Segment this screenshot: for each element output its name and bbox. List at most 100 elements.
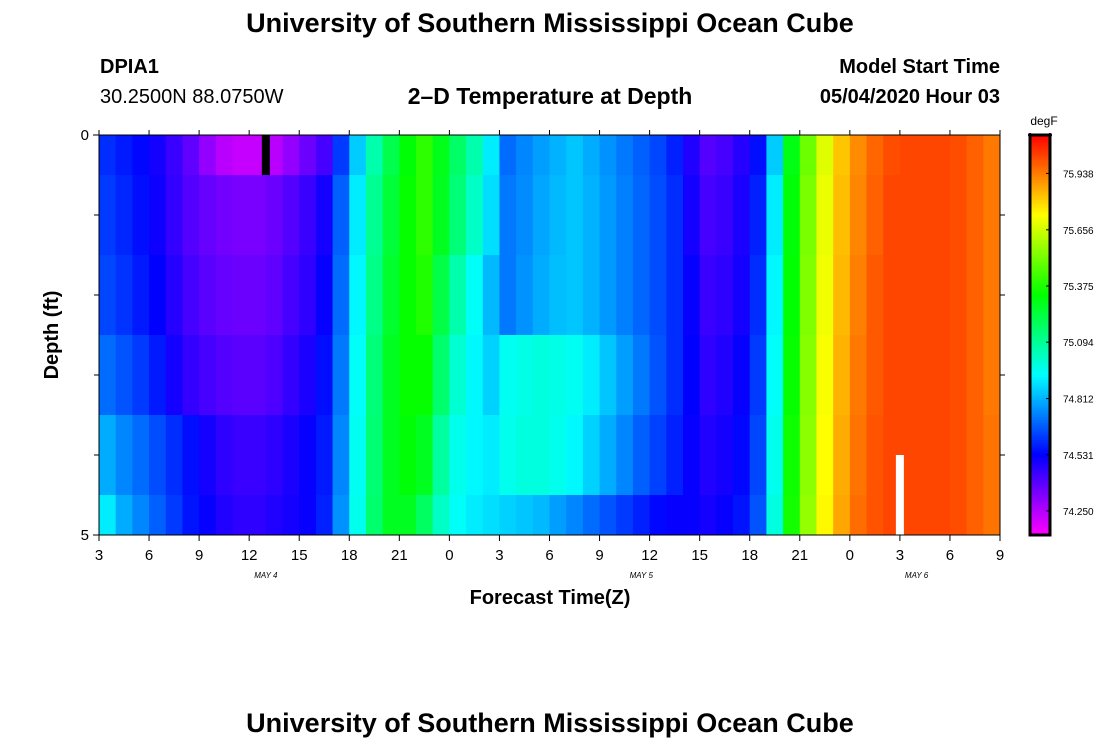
heatmap-cell [482, 175, 500, 256]
colorbar-swatch [1030, 310, 1050, 314]
colorbar-swatch [1030, 225, 1050, 229]
heatmap-cell [833, 415, 851, 496]
heatmap-cell [883, 255, 901, 336]
heatmap-cell [149, 495, 167, 536]
heatmap-cell [716, 335, 734, 416]
colorbar-swatch [1030, 340, 1050, 344]
colorbar-swatch [1030, 200, 1050, 204]
heatmap-cell [933, 335, 951, 416]
heatmap-cell [616, 335, 634, 416]
white-marker [895, 455, 904, 535]
colorbar-swatch [1030, 465, 1050, 469]
y-tick-label: 5 [81, 527, 89, 544]
colorbar-swatch [1030, 440, 1050, 444]
heatmap-cell [966, 255, 984, 336]
colorbar-swatch [1030, 390, 1050, 394]
heatmap-cell [199, 415, 217, 496]
colorbar-swatch [1030, 207, 1050, 211]
colorbar-swatch [1030, 417, 1050, 421]
heatmap-cell [332, 415, 350, 496]
heatmap-cell [382, 135, 400, 176]
heatmap-cell [432, 495, 450, 536]
colorbar-swatch [1030, 175, 1050, 179]
heatmap-cell [499, 495, 517, 536]
heatmap-cell [682, 495, 701, 536]
colorbar-swatch [1030, 157, 1050, 161]
colorbar-swatch [1030, 380, 1050, 384]
heatmap-cell [749, 495, 767, 536]
heatmap-cell [365, 495, 384, 536]
colorbar-swatch [1030, 482, 1050, 486]
heatmap-cell [616, 135, 634, 176]
heatmap-cell [132, 135, 150, 176]
heatmap-cell [833, 135, 851, 176]
heatmap-cell [432, 255, 450, 336]
heatmap-cell [666, 495, 684, 536]
heatmap-cell [332, 495, 350, 536]
heatmap-cell [182, 175, 200, 256]
colorbar-swatch [1030, 480, 1050, 484]
colorbar-swatch [1030, 370, 1050, 374]
heatmap-cell [449, 175, 467, 256]
colorbar-swatch [1030, 487, 1050, 491]
colorbar-swatch [1030, 452, 1050, 456]
x-tick-label: 18 [741, 547, 758, 564]
heatmap-cell [282, 255, 300, 336]
heatmap-cell [499, 175, 517, 256]
date-label: MAY 6 [905, 571, 929, 580]
heatmap-cell [516, 335, 534, 416]
heatmap-cell [466, 415, 484, 496]
colorbar-swatch [1030, 312, 1050, 316]
heatmap-cell [499, 135, 517, 176]
heatmap-cell [582, 415, 601, 496]
heatmap-cell [99, 135, 117, 176]
colorbar-swatch [1030, 267, 1050, 271]
heatmap-cell [249, 175, 267, 256]
model-start-label: Model Start Time [839, 56, 1000, 78]
colorbar-swatch [1030, 215, 1050, 219]
x-tick-label: 6 [946, 547, 954, 564]
heatmap-cell [516, 255, 534, 336]
heatmap-cell [983, 415, 1001, 496]
heatmap-cell [816, 415, 834, 496]
heatmap-cell [682, 335, 701, 416]
heatmap-cell [149, 255, 167, 336]
heatmap-cell [849, 335, 868, 416]
heatmap-cell [382, 175, 400, 256]
heatmap-cell [432, 135, 450, 176]
x-tick-label: 0 [846, 547, 854, 564]
heatmap-cell [666, 415, 684, 496]
colorbar-swatch [1030, 352, 1050, 356]
x-tick-label: 6 [545, 547, 553, 564]
heatmap-cell [649, 255, 667, 336]
heatmap-cell [549, 335, 567, 416]
colorbar-swatch [1030, 382, 1050, 386]
colorbar-swatch [1030, 337, 1050, 341]
colorbar-tick-label: 74.812 [1063, 395, 1094, 406]
heatmap-cell [199, 135, 217, 176]
heatmap-cell [866, 415, 884, 496]
heatmap-cell [349, 255, 367, 336]
heatmap-cell [232, 415, 250, 496]
colorbar-swatch [1030, 477, 1050, 481]
heatmap-cell [833, 335, 851, 416]
colorbar-swatch [1030, 155, 1050, 159]
heatmap-cell [115, 335, 133, 416]
x-tick-label: 9 [595, 547, 603, 564]
colorbar-swatch [1030, 295, 1050, 299]
heatmap-cell [949, 335, 968, 416]
colorbar-swatch [1030, 512, 1050, 516]
heatmap-cell [899, 415, 918, 496]
heatmap-cell [199, 175, 217, 256]
colorbar-swatch [1030, 450, 1050, 454]
colorbar-swatch [1030, 495, 1050, 499]
heatmap-cell [783, 495, 801, 536]
heatmap-cell [132, 335, 150, 416]
colorbar-swatch [1030, 255, 1050, 259]
heatmap-cell [716, 255, 734, 336]
heatmap-cell [916, 495, 934, 536]
heatmap-cell [849, 175, 868, 256]
x-tick-label: 3 [495, 547, 503, 564]
colorbar-swatch [1030, 182, 1050, 186]
heatmap-cell [666, 255, 684, 336]
